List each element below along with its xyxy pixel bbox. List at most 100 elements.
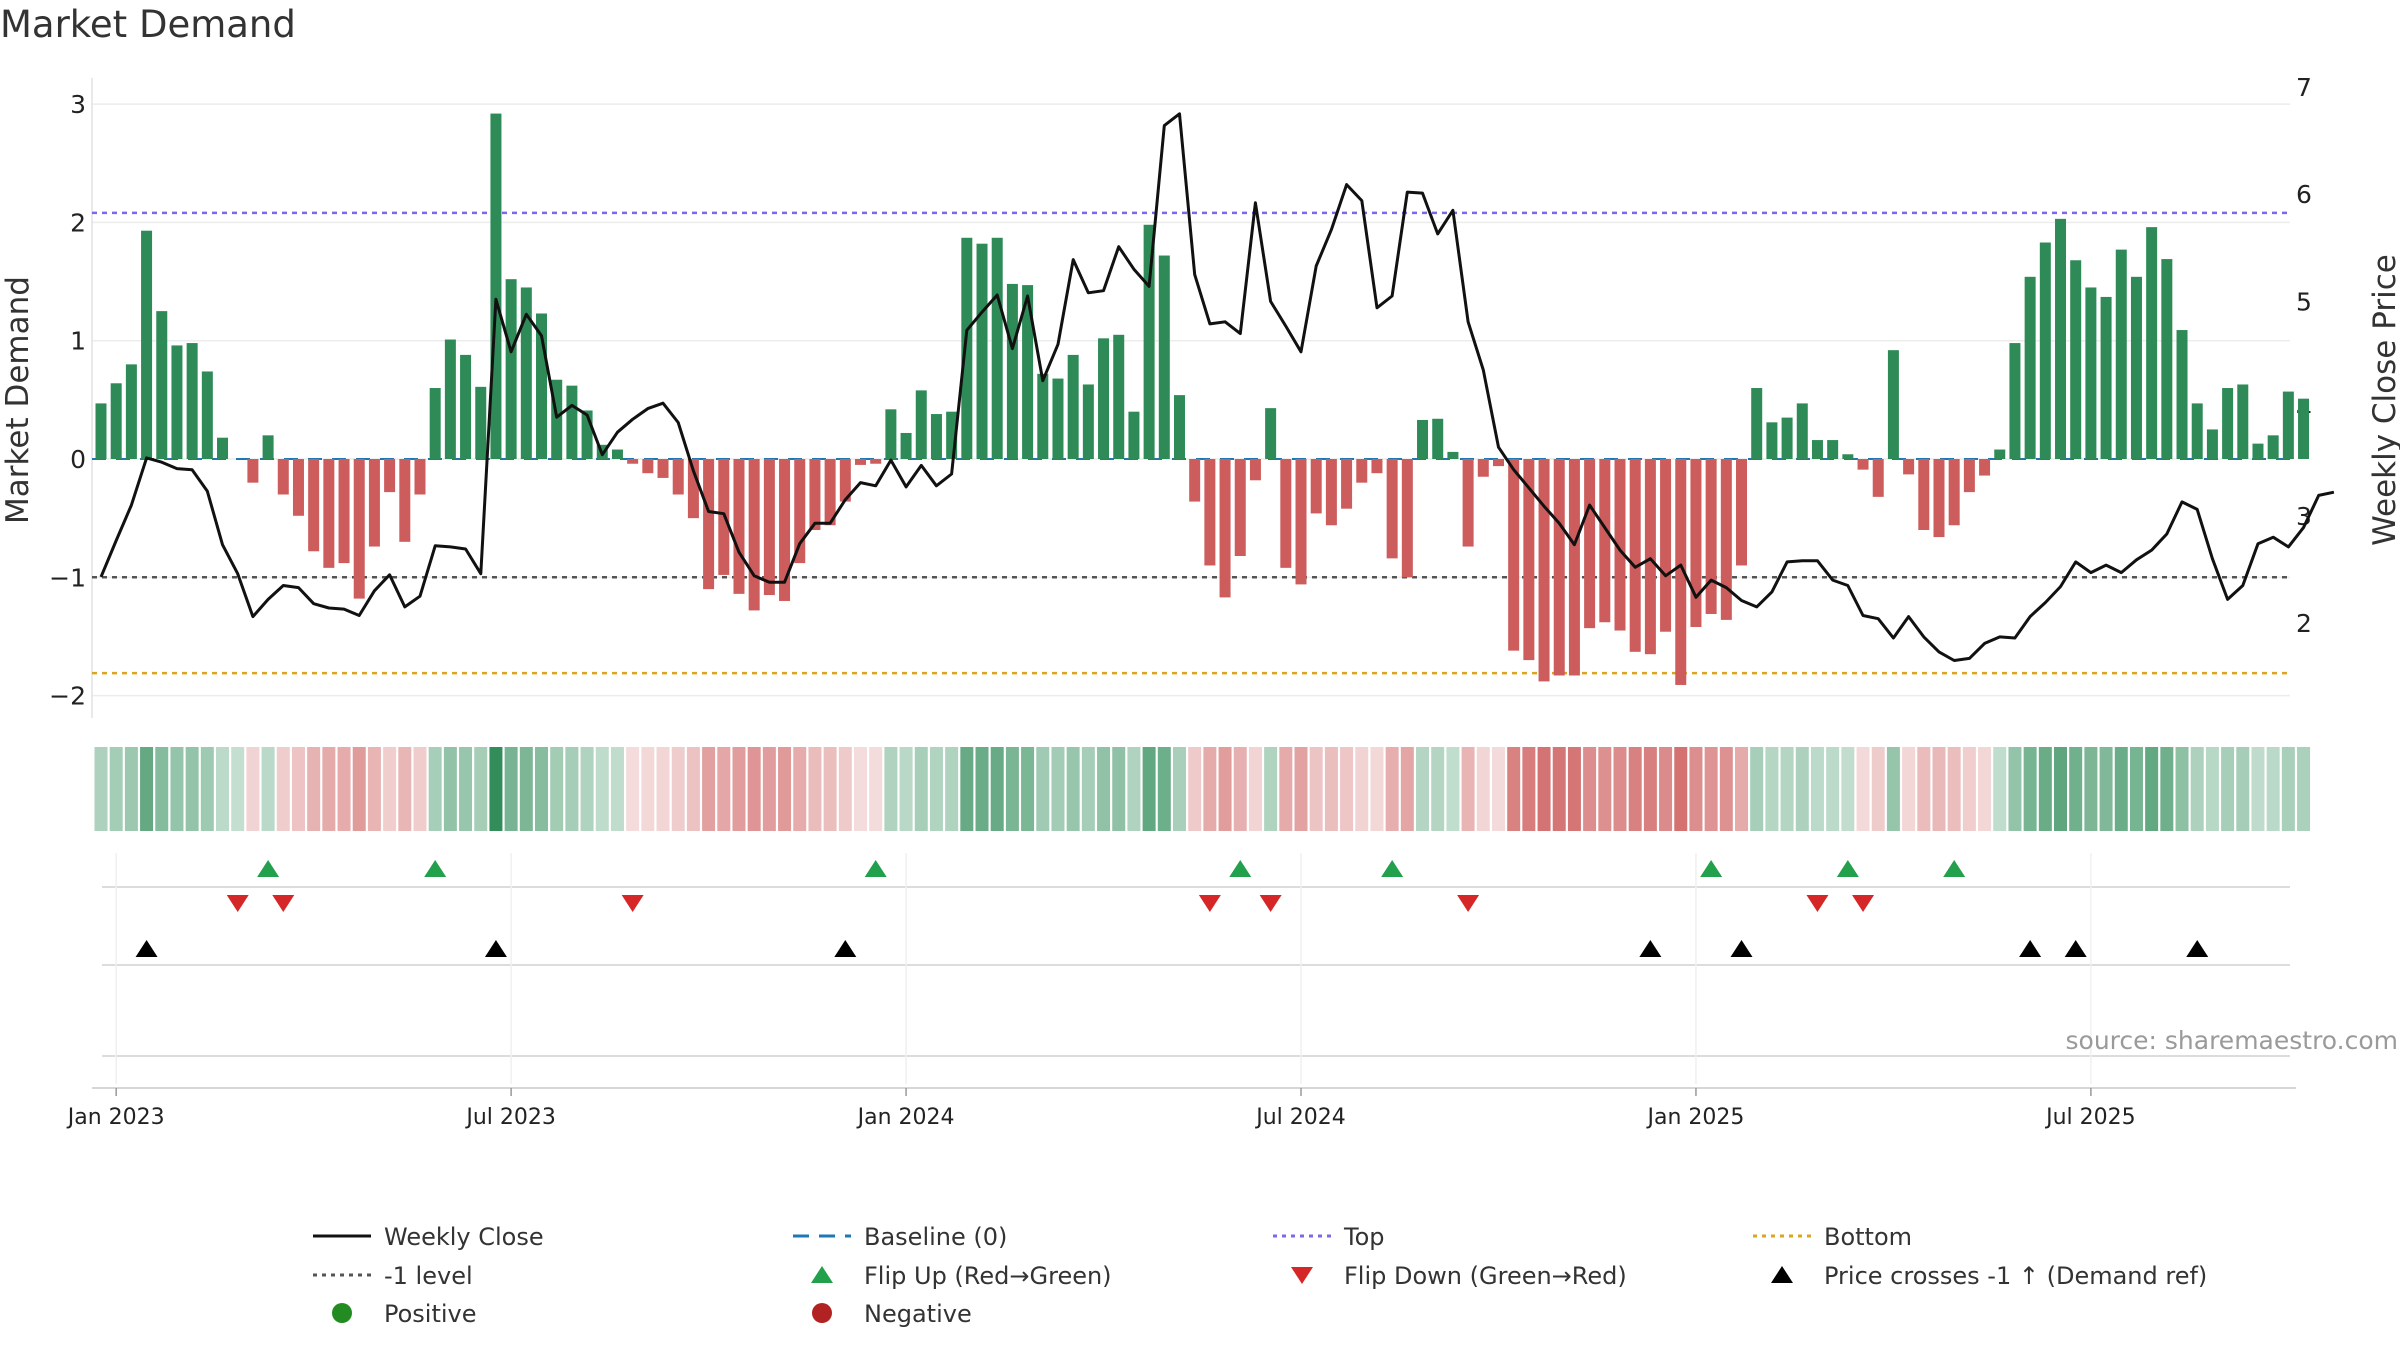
heat-cell bbox=[2084, 747, 2098, 831]
heat-cell bbox=[1416, 747, 1430, 831]
heat-cell bbox=[2099, 747, 2113, 831]
heat-cell bbox=[580, 747, 594, 831]
heat-cell bbox=[170, 747, 184, 831]
negative-demand-bar bbox=[824, 459, 836, 526]
positive-demand-bar bbox=[429, 388, 441, 459]
positive-demand-bar bbox=[141, 230, 153, 459]
heat-cell bbox=[702, 747, 716, 831]
flip-up-marker bbox=[1836, 860, 1859, 877]
heat-cell bbox=[793, 747, 807, 831]
positive-demand-bar bbox=[2161, 259, 2173, 459]
heat-cell bbox=[2008, 747, 2022, 831]
negative-demand-bar bbox=[1705, 459, 1717, 614]
heat-cell bbox=[1704, 747, 1718, 831]
left-axis-label: Market Demand bbox=[0, 276, 36, 524]
heat-cell bbox=[656, 747, 670, 831]
heat-cell bbox=[1476, 747, 1490, 831]
negative-demand-bar bbox=[353, 459, 365, 599]
heat-cell bbox=[307, 747, 321, 831]
heat-cell bbox=[595, 747, 609, 831]
heat-cell bbox=[2221, 747, 2235, 831]
heat-cell bbox=[1188, 747, 1202, 831]
positive-demand-bar bbox=[1067, 354, 1079, 459]
heat-cell bbox=[838, 747, 852, 831]
positive-demand-bar bbox=[201, 371, 213, 459]
price-cross-marker bbox=[2064, 940, 2087, 957]
heat-cell bbox=[1507, 747, 1521, 831]
positive-demand-bar bbox=[125, 364, 137, 459]
heat-cell bbox=[1385, 747, 1399, 831]
negative-demand-bar bbox=[1477, 459, 1489, 477]
left-tick-label: 1 bbox=[70, 327, 86, 356]
positive-demand-bar bbox=[1842, 454, 1854, 459]
negative-demand-bar bbox=[1492, 459, 1504, 467]
negative-demand-bar bbox=[399, 459, 411, 542]
heat-cell bbox=[1051, 747, 1065, 831]
negative-demand-bar bbox=[1963, 459, 1975, 493]
flip-down-marker bbox=[1198, 895, 1221, 912]
negative-demand-bar bbox=[1310, 459, 1322, 514]
positive-demand-bar bbox=[1113, 334, 1125, 459]
heat-cell bbox=[246, 747, 260, 831]
heat-cell bbox=[1613, 747, 1627, 831]
heat-cell bbox=[945, 747, 959, 831]
heat-cell bbox=[2023, 747, 2037, 831]
positive-demand-bar bbox=[1006, 283, 1018, 459]
heat-cell bbox=[2205, 747, 2219, 831]
flip-down-marker bbox=[1852, 895, 1875, 912]
negative-demand-bar bbox=[1690, 459, 1702, 627]
heat-cell bbox=[428, 747, 442, 831]
right-tick-label: 3 bbox=[2296, 502, 2312, 531]
negative-demand-bar bbox=[1568, 459, 1580, 676]
negative-demand-bar bbox=[1736, 459, 1748, 566]
left-axis-ticks: 3 2 1 0 −1 −2 bbox=[49, 90, 86, 710]
negative-demand-bar bbox=[1189, 459, 1201, 502]
negative-demand-bar bbox=[1371, 459, 1383, 474]
positive-demand-bar bbox=[2252, 443, 2264, 459]
positive-demand-bar bbox=[2024, 276, 2036, 459]
heat-cell bbox=[2038, 747, 2052, 831]
heat-cell bbox=[2114, 747, 2128, 831]
negative-demand-bar bbox=[1872, 459, 1884, 497]
positive-demand-bar bbox=[505, 279, 517, 459]
positive-demand-bar bbox=[2267, 435, 2279, 459]
negative-demand-bar bbox=[657, 459, 669, 478]
heat-cell bbox=[641, 747, 655, 831]
positive-demand-bar bbox=[976, 243, 988, 459]
negative-demand-bar bbox=[1295, 459, 1307, 585]
heat-cell bbox=[1628, 747, 1642, 831]
heat-cell bbox=[1461, 747, 1475, 831]
positive-demand-bar bbox=[1781, 417, 1793, 459]
heat-cell bbox=[1719, 747, 1733, 831]
positive-demand-bar bbox=[1022, 285, 1034, 459]
positive-demand-bar bbox=[1827, 440, 1839, 459]
legend-minus-one: -1 level bbox=[384, 1262, 473, 1290]
legend-positive-dot bbox=[332, 1303, 352, 1323]
positive-demand-bar bbox=[885, 409, 897, 459]
legend-flip-down: Flip Down (Green→Red) bbox=[1344, 1262, 1627, 1290]
heat-cell bbox=[1659, 747, 1673, 831]
heat-cell bbox=[1856, 747, 1870, 831]
date-axis: Jan 2023 Jul 2023 Jan 2024 Jul 2024 Jan 2025… bbox=[66, 1087, 2296, 1130]
flip-down-marker bbox=[226, 895, 249, 912]
heat-cell bbox=[352, 747, 366, 831]
positive-demand-bar bbox=[2282, 391, 2294, 459]
legend-flip-up: Flip Up (Red→Green) bbox=[864, 1262, 1112, 1290]
heat-cell bbox=[276, 747, 290, 831]
heat-cell bbox=[550, 747, 564, 831]
positive-demand-bar bbox=[2146, 227, 2158, 459]
positive-demand-bar bbox=[930, 414, 942, 459]
heat-cell bbox=[1750, 747, 1764, 831]
weekly-close-polyline bbox=[99, 112, 2335, 662]
x-tick-label: Jan 2023 bbox=[66, 1105, 165, 1130]
positive-demand-bar bbox=[171, 345, 183, 459]
heat-cell bbox=[216, 747, 230, 831]
legend-positive: Positive bbox=[384, 1300, 477, 1328]
negative-demand-bar bbox=[1629, 459, 1641, 652]
heat-cell bbox=[2266, 747, 2280, 831]
heat-cell bbox=[398, 747, 412, 831]
heat-cell bbox=[823, 747, 837, 831]
heat-cell bbox=[535, 747, 549, 831]
source-note: source: sharemaestro.com bbox=[2066, 1026, 2399, 1055]
heat-cell bbox=[1795, 747, 1809, 831]
